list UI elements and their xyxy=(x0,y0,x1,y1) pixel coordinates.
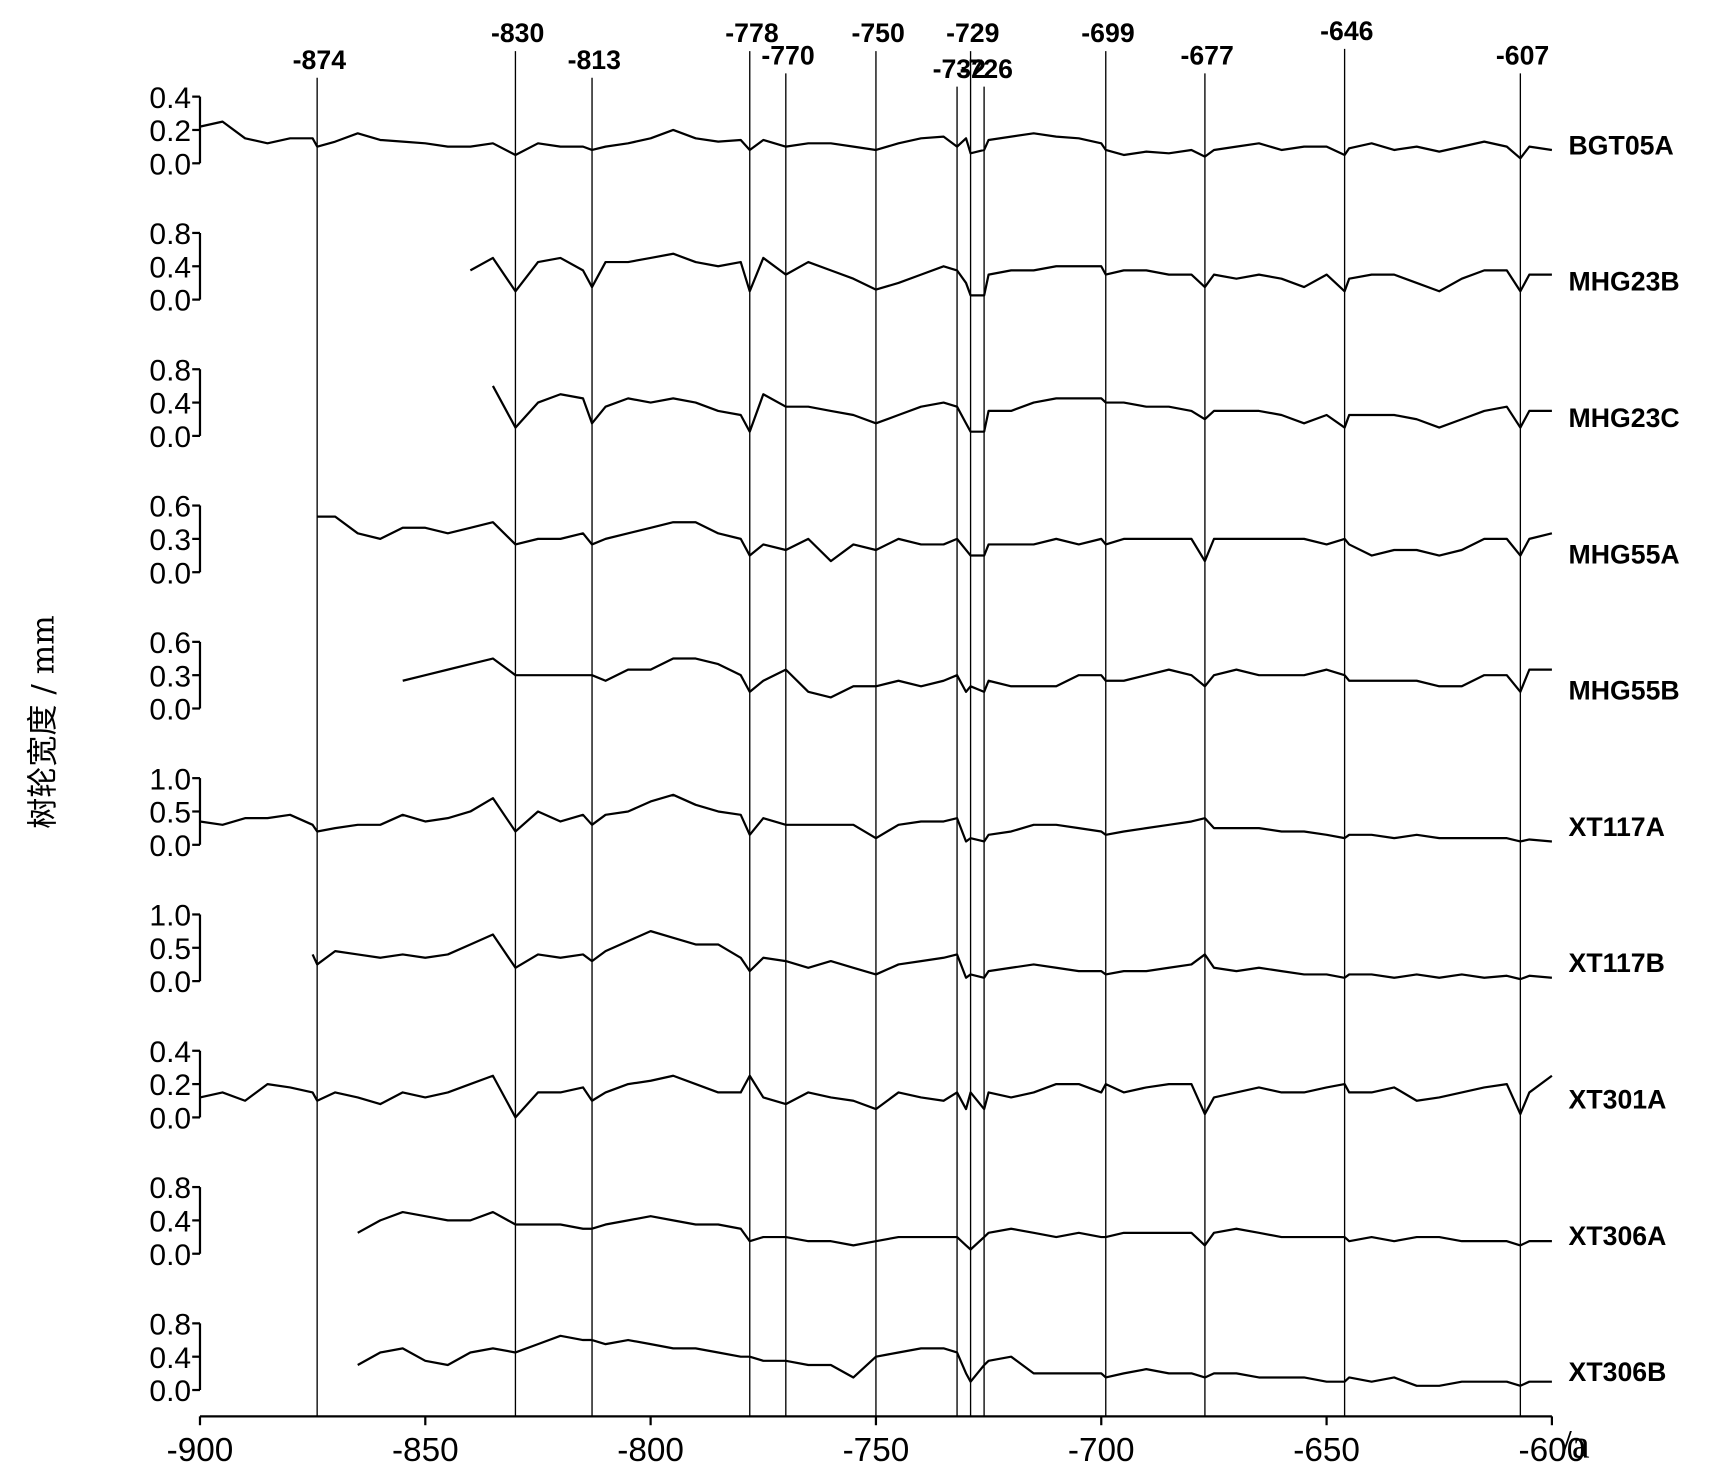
marker-label: -729 xyxy=(946,18,999,48)
y-tick-label: 0.8 xyxy=(149,218,191,251)
y-tick-label: 0.4 xyxy=(149,1036,191,1069)
series-line xyxy=(317,515,1553,563)
series-name: XT117B xyxy=(1569,948,1665,978)
series-line xyxy=(357,1210,1552,1251)
y-tick-label: 0.0 xyxy=(149,557,191,590)
y-tick-label: 0.0 xyxy=(149,421,191,454)
y-tick-label: 0.0 xyxy=(149,830,191,863)
marker-label: -778 xyxy=(725,18,778,48)
x-tick-label: -650 xyxy=(1293,1432,1360,1469)
marker-label: -677 xyxy=(1180,40,1233,70)
x-tick-label: -700 xyxy=(1068,1432,1135,1469)
series-line xyxy=(199,120,1553,160)
y-tick-label: 0.6 xyxy=(149,627,191,660)
marker-label: -830 xyxy=(491,18,544,48)
y-tick-label: 0.4 xyxy=(149,1206,191,1239)
marker-label: -874 xyxy=(293,45,347,75)
y-tick-label: 0.8 xyxy=(149,354,191,387)
series-line xyxy=(469,252,1552,297)
marker-label: -813 xyxy=(568,45,621,75)
series-name: XT306B xyxy=(1569,1357,1667,1387)
y-tick-label: 0.0 xyxy=(149,966,191,999)
series-name: MHG55A xyxy=(1569,539,1680,569)
x-tick-label: -600 xyxy=(1519,1432,1586,1469)
marker-label: -732 xyxy=(933,54,986,84)
series-line xyxy=(357,1334,1552,1387)
y-tick-label: 0.4 xyxy=(149,1342,191,1375)
y-tick-label: 1.0 xyxy=(149,900,191,933)
series-line xyxy=(199,793,1552,843)
series-line xyxy=(311,930,1552,981)
y-tick-label: 0.8 xyxy=(149,1308,191,1341)
y-tick-label: 0.0 xyxy=(149,1239,191,1272)
series-name: MHG23C xyxy=(1569,403,1680,433)
y-tick-label: 0.0 xyxy=(149,1375,191,1408)
marker-label: -607 xyxy=(1496,40,1549,70)
y-tick-label: 0.6 xyxy=(149,491,191,524)
x-tick-label: -900 xyxy=(167,1432,234,1469)
marker-label: -646 xyxy=(1320,16,1373,46)
series-name: XT301A xyxy=(1569,1085,1667,1115)
y-axis-label: 树轮宽度 / mm xyxy=(25,615,61,829)
y-tick-label: 0.2 xyxy=(149,115,191,148)
y-tick-label: 0.0 xyxy=(149,148,191,181)
x-tick-label: -800 xyxy=(617,1432,684,1469)
series-name: BGT05A xyxy=(1569,130,1674,160)
y-tick-label: 0.0 xyxy=(149,694,191,727)
x-tick-label: -750 xyxy=(843,1432,910,1469)
series-name: XT306A xyxy=(1569,1221,1667,1251)
y-tick-label: 0.0 xyxy=(149,1103,191,1136)
y-tick-label: 0.3 xyxy=(149,524,191,557)
y-tick-label: 0.4 xyxy=(149,82,191,115)
marker-label: -726 xyxy=(960,54,1013,84)
series-line xyxy=(199,1074,1553,1119)
marker-label: -770 xyxy=(761,40,814,70)
marker-label: -750 xyxy=(851,18,904,48)
y-tick-label: 0.4 xyxy=(149,388,191,421)
marker-label: -699 xyxy=(1081,18,1134,48)
series-name: MHG23B xyxy=(1569,267,1680,297)
y-tick-label: 0.5 xyxy=(149,797,191,830)
series-name: MHG55B xyxy=(1569,676,1680,706)
series-name: XT117A xyxy=(1569,812,1665,842)
series-line xyxy=(402,657,1552,699)
y-tick-label: 1.0 xyxy=(149,763,191,796)
y-tick-label: 0.4 xyxy=(149,251,191,284)
series-line xyxy=(491,385,1552,433)
y-tick-label: 0.8 xyxy=(149,1172,191,1205)
y-tick-label: 0.5 xyxy=(149,933,191,966)
y-tick-label: 0.3 xyxy=(149,660,191,693)
x-tick-label: -850 xyxy=(392,1432,459,1469)
y-tick-label: 0.2 xyxy=(149,1069,191,1102)
x-axis-label: /a xyxy=(1561,1421,1590,1466)
y-tick-label: 0.0 xyxy=(149,285,191,318)
